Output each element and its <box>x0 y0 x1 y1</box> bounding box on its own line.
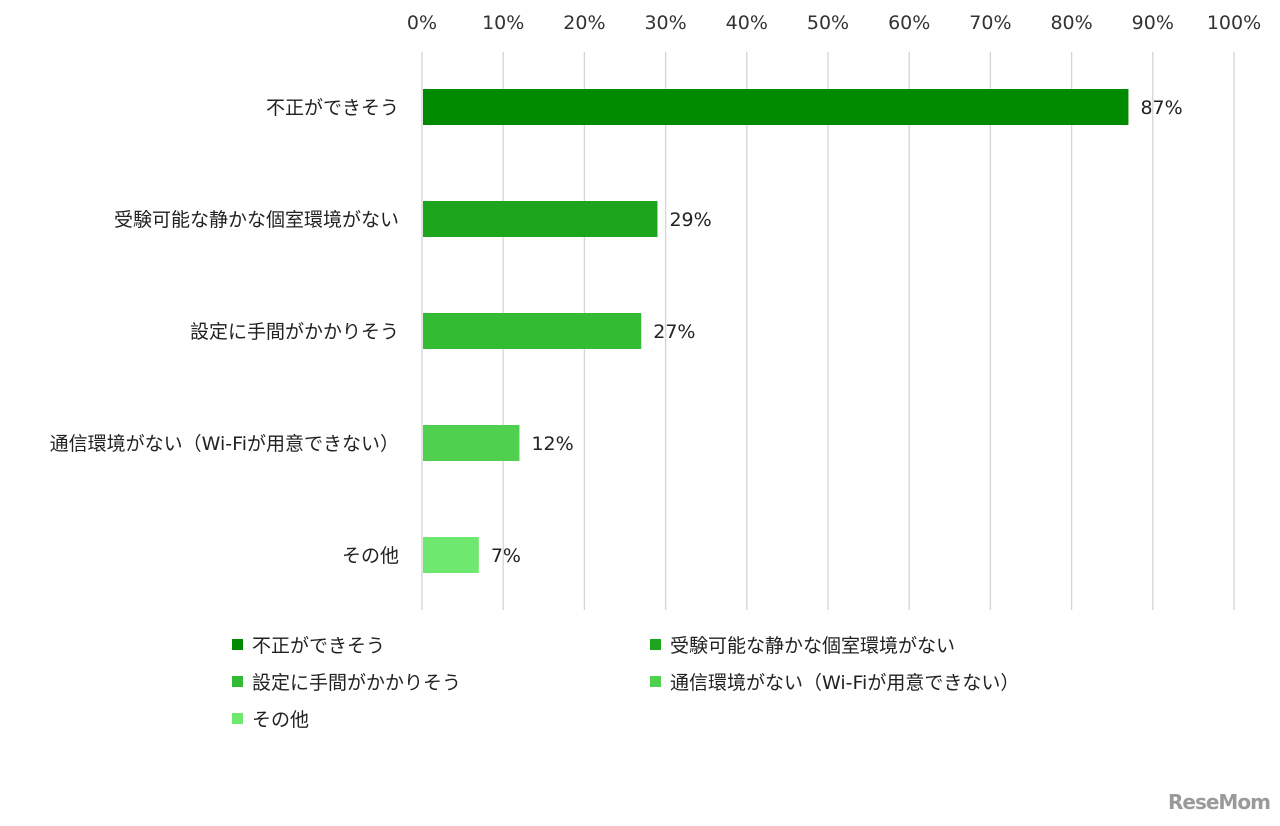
x-tick-label: 100% <box>1207 12 1261 34</box>
category-label: その他 <box>342 545 399 567</box>
category-label: 設定に手間がかかりそう <box>190 321 399 343</box>
x-tick-label: 80% <box>1050 12 1092 34</box>
bar <box>423 89 1129 125</box>
bars <box>423 89 1129 573</box>
legend-item-1: 受験可能な静かな個室環境がない <box>650 632 1070 657</box>
bar <box>423 313 642 349</box>
legend-label: 不正ができそう <box>252 634 386 657</box>
legend-item-2: 設定に手間がかかりそう <box>232 669 650 694</box>
data-label: 29% <box>669 209 711 231</box>
legend-label: その他 <box>252 708 310 731</box>
value-labels: 87% 29% 27% 12% 7% <box>491 97 1183 567</box>
legend-item-0: 不正ができそう <box>232 632 650 657</box>
x-tick-label: 50% <box>807 12 849 34</box>
data-label: 87% <box>1140 97 1182 119</box>
x-tick-label: 90% <box>1132 12 1174 34</box>
x-tick-label: 30% <box>644 12 686 34</box>
x-tick-label: 10% <box>482 12 524 34</box>
x-tick-label: 60% <box>888 12 930 34</box>
data-label: 27% <box>653 321 695 343</box>
legend-item-3: 通信環境がない（Wi-Fiが用意できない） <box>650 669 1070 694</box>
legend-item-4: その他 <box>232 706 650 731</box>
x-axis-ticks: 0% 10% 20% 30% 40% 50% 60% 70% 80% 90% 100% <box>407 12 1261 34</box>
gridlines <box>421 52 1235 610</box>
legend-label: 通信環境がない（Wi-Fiが用意できない） <box>670 671 1020 694</box>
bar <box>423 425 520 461</box>
legend: 不正ができそう 受験可能な静かな個室環境がない 設定に手間がかかりそう 通信環境… <box>232 632 1092 731</box>
category-label: 通信環境がない（Wi-Fiが用意できない） <box>50 433 399 455</box>
bar <box>423 537 479 573</box>
bar-chart: 0% 10% 20% 30% 40% 50% 60% 70% 80% 90% 100% 不正ができそ… <box>50 12 1261 610</box>
legend-label: 受験可能な静かな個室環境がない <box>670 634 956 657</box>
data-label: 12% <box>531 433 573 455</box>
x-tick-label: 40% <box>726 12 768 34</box>
x-tick-label: 20% <box>563 12 605 34</box>
legend-swatch <box>232 712 243 724</box>
category-labels: 不正ができそう受験可能な静かな個室環境がない設定に手間がかかりそう通信環境がない… <box>50 97 399 567</box>
x-tick-label: 70% <box>969 12 1011 34</box>
resemom-logo: ReseMom <box>1168 790 1271 814</box>
legend-swatch <box>232 675 243 687</box>
legend-label: 設定に手間がかかりそう <box>252 671 462 694</box>
bar <box>423 201 658 237</box>
data-label: 7% <box>491 545 521 567</box>
legend-swatch <box>650 638 661 650</box>
category-label: 受験可能な静かな個室環境がない <box>114 209 399 231</box>
legend-swatch <box>232 638 243 650</box>
category-label: 不正ができそう <box>266 97 399 119</box>
legend-swatch <box>650 675 661 687</box>
x-tick-label: 0% <box>407 12 437 34</box>
